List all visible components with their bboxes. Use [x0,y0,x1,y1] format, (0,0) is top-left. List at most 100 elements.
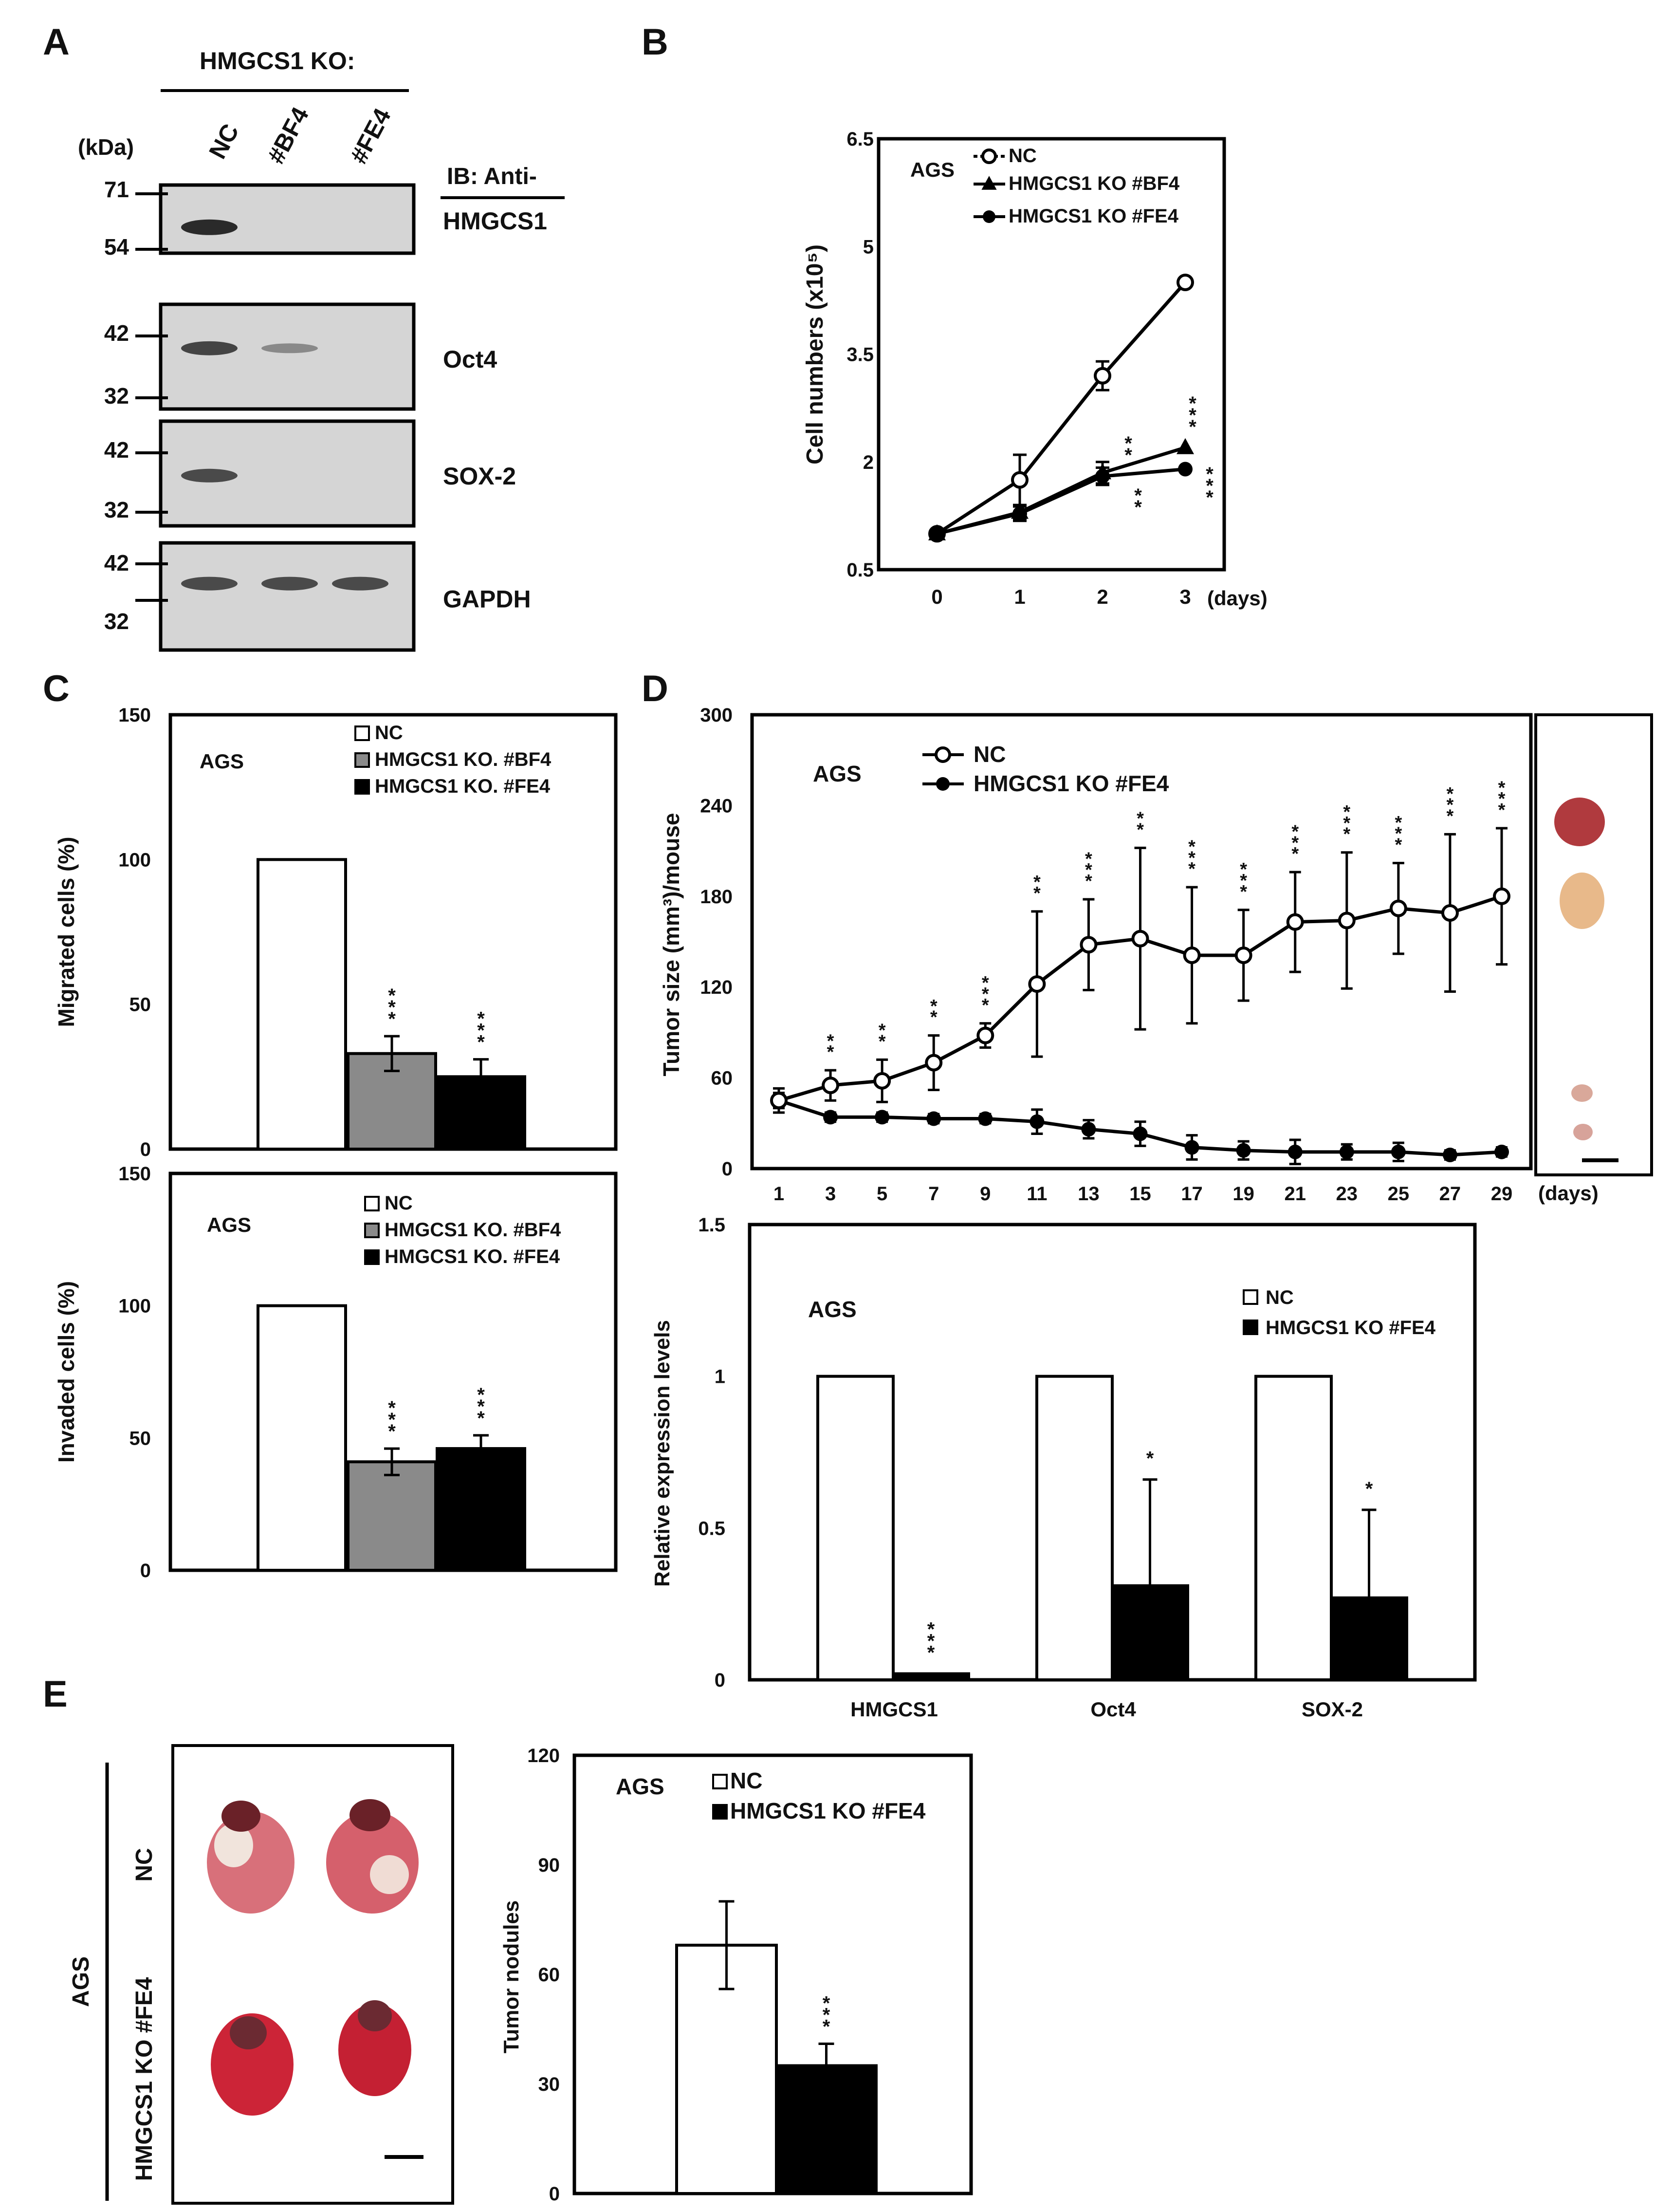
significance-stars: * [982,984,989,1004]
bar-sox-2-nc [1254,1375,1333,1682]
panel-a-western-blot: HMGCS1 KO: (kDa) NC #BF4 #FE4 IB: Anti- … [78,47,565,652]
legend-label: NC [375,722,403,744]
data-point [925,1054,943,1072]
significance-stars: * [1188,848,1195,868]
legend-marker-nc [981,149,997,164]
legend-swatch [364,1223,380,1238]
significance-stars: * [1395,813,1402,833]
x-tick-label: 15 [1129,1183,1151,1205]
bar-hmgcs1-ko-fe4 [436,1447,526,1572]
significance-stars: * [823,2016,830,2038]
x-axis-label: (days) [1538,1182,1599,1205]
significance-stars: * [1365,1478,1373,1500]
x-tick-label: 3 [825,1183,836,1205]
panel-label-b: B [642,21,668,63]
data-point [822,1077,840,1095]
significance-stars: * [1033,872,1041,892]
sig-bf4-day3: * [1189,416,1196,438]
bar-hmgcs1-nc [816,1375,895,1682]
y-tick-label: 150 [118,705,151,726]
significance-stars: * [1498,789,1506,809]
data-point [1236,1143,1251,1158]
y-tick-label: 3.5 [846,344,874,366]
row-label-nc: NC [131,1848,157,1881]
kda-marker: 32 [104,609,129,634]
significance-stars: * [930,996,938,1017]
significance-stars: * [927,1619,935,1640]
significance-stars: * [1498,800,1506,820]
x-tick-label: Oct4 [1090,1698,1136,1721]
sig-fe4-day3: * [1206,464,1214,485]
data-point [1183,946,1201,964]
x-tick-label: SOX-2 [1302,1698,1363,1721]
legend-label: HMGCS1 KO. #FE4 [385,1246,560,1267]
significance-stars: * [1447,806,1454,826]
data-point [1389,899,1407,917]
significance-stars: * [1498,778,1506,798]
y-tick-label: 1.5 [698,1214,725,1236]
legend-label: HMGCS1 KO #BF4 [1009,173,1180,194]
y-tick-label: 0 [715,1670,725,1691]
significance-stars: * [930,1007,938,1028]
significance-stars: * [1137,809,1144,829]
kda-marker: 42 [104,320,129,346]
bar-oct4-ko [1111,1584,1189,1681]
y-tick-label: 60 [711,1068,733,1089]
lung-nc-1 [207,1801,294,1914]
panel-label-d: D [642,668,668,709]
data-point [1080,936,1098,954]
x-tick-label: 2 [1097,585,1108,608]
bar-hmgcs1-ko-bf4 [347,1460,437,1572]
x-tick-label: HMGCS1 [850,1698,938,1721]
significance-stars: * [1291,844,1299,864]
kda-marker: 42 [104,437,129,463]
data-point [1441,904,1459,922]
band-gapdh [181,576,238,591]
data-point [1177,274,1194,291]
y-tick-label: 6.5 [846,129,874,150]
y-tick-label: 180 [700,886,733,908]
bar-sox-2-ko [1330,1596,1408,1681]
ib-label: IB: Anti- [447,164,537,189]
bar-nc [257,858,347,1151]
significance-stars: * [388,1397,396,1419]
band-oct4 [261,343,318,353]
sig-bf4-day2: * [1124,445,1132,466]
significance-stars: * [982,995,989,1016]
x-tick-label: 9 [980,1183,991,1205]
y-tick-label: 120 [527,1745,560,1766]
x-tick-label: 17 [1181,1183,1203,1205]
cell-line-label: AGS [808,1297,857,1322]
lane-label-bf4: #BF4 [262,103,314,168]
significance-stars: * [1085,871,1092,892]
significance-stars: * [1291,833,1299,853]
series-line-hmgcs1-ko-fe4 [937,467,1186,536]
legend-label: HMGCS1 KO. #BF4 [385,1219,561,1241]
data-point [976,1026,994,1044]
data-point [926,1111,941,1126]
significance-stars: * [823,2005,830,2026]
y-tick-label: 120 [700,977,733,998]
kda-marker: 32 [104,383,129,409]
blot-oct4-frame [159,302,416,411]
data-point [873,1072,891,1090]
significance-stars: * [477,1008,485,1030]
band-sox-2 [181,468,238,483]
y-tick-label: 50 [129,994,151,1016]
kda-marker: 32 [104,497,129,522]
tumor-ko-1 [1571,1084,1593,1102]
y-tick-label: 0.5 [846,559,874,581]
significance-stars: * [1240,882,1247,902]
panel-e-lung-metastasis: AGS NC HMGCS1 KO #FE4 [68,1744,454,2205]
panel-label-e: E [43,1673,68,1715]
y-tick-label: 240 [700,795,733,817]
y-tick-label: 0 [140,1139,151,1160]
y-axis-label: Cell numbers (x10⁵) [802,244,828,465]
cell-line-label: AGS [616,1774,664,1799]
significance-stars: * [1395,835,1402,855]
significance-stars: * [823,1993,830,2014]
y-tick-label: 100 [118,1296,151,1317]
y-tick-label: 0 [722,1158,733,1180]
data-point [1339,1144,1354,1159]
